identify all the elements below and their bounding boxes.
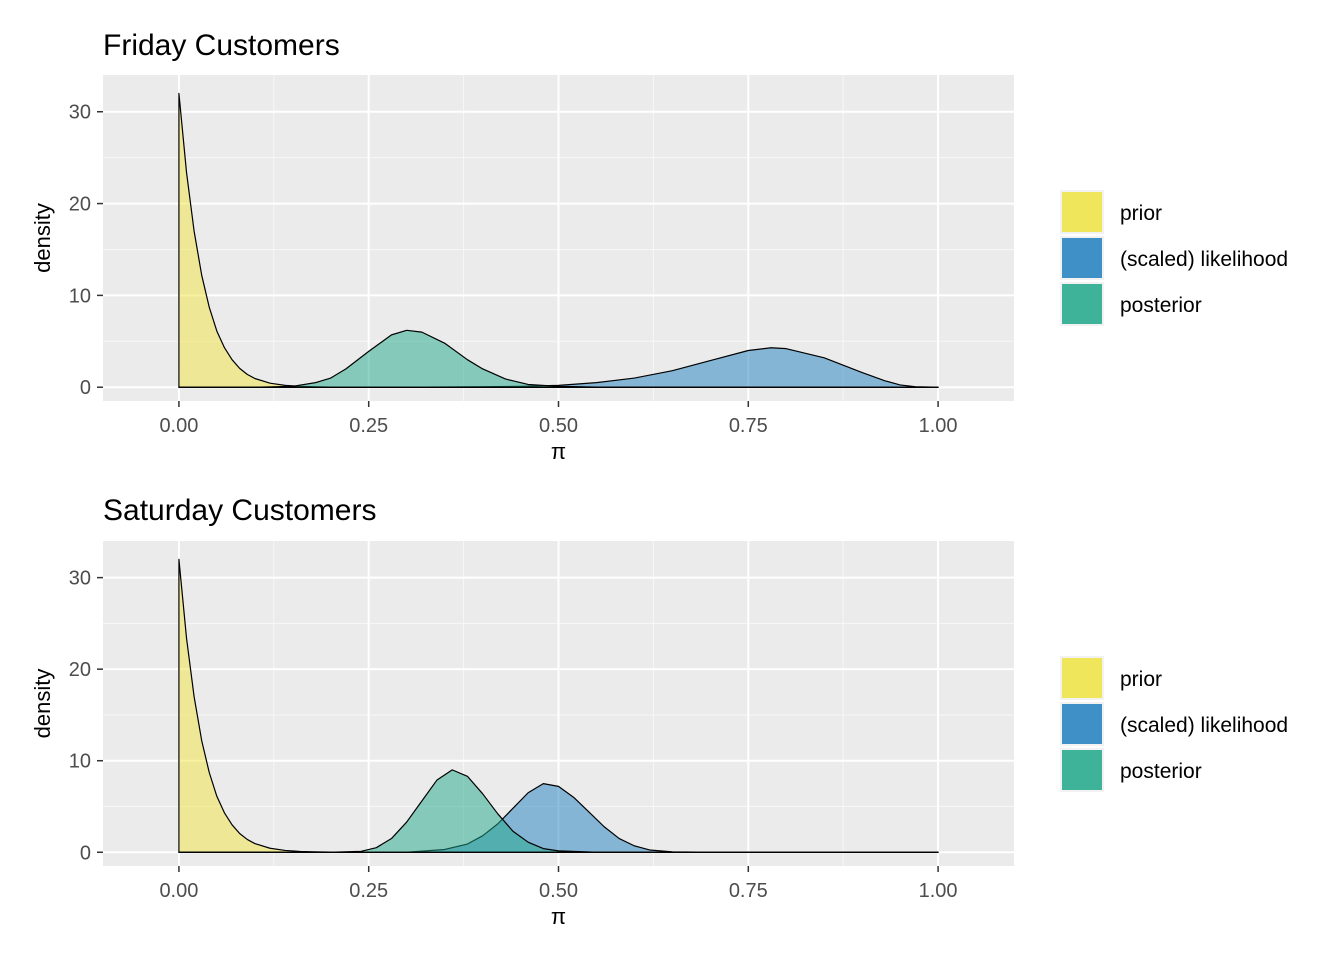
x-tick-label: 0.25 [349, 880, 388, 902]
density-area-2 [178, 769, 939, 853]
y-tick-label: 10 [69, 285, 91, 307]
y-tick-label: 30 [69, 568, 91, 590]
legend-label: prior [1120, 202, 1162, 225]
y-tick-label: 20 [69, 659, 91, 681]
chart-panel-1: Friday Customers 0.00 0.25 0.50 0.75 1.00 0 10 2… [30, 29, 1288, 464]
legend-swatch [1062, 284, 1102, 324]
x-tick-label: 0.25 [349, 415, 388, 437]
density-area-2 [178, 329, 939, 388]
legend-swatch [1062, 658, 1102, 698]
x-tick-label: 0.50 [539, 880, 578, 902]
chart-title: Friday Customers [103, 29, 340, 62]
legend: prior (scaled) likelihood posterior [1060, 190, 1288, 326]
legend-label: posterior [1120, 294, 1202, 317]
legend-swatch [1062, 238, 1102, 278]
chart-panel-2: Saturday Customers 0.00 0.25 0.50 0.75 1.00 0 1… [30, 494, 1288, 929]
chart-title: Saturday Customers [103, 494, 376, 527]
y-tick-label: 10 [69, 751, 91, 773]
x-tick-label: 1.00 [919, 880, 958, 902]
x-tick-label: 0.75 [729, 880, 768, 902]
y-axis-label: density [30, 669, 55, 739]
y-tick-label: 0 [80, 377, 91, 399]
y-tick-label: 30 [69, 102, 91, 124]
y-axis-label: density [30, 203, 55, 273]
x-tick-label: 1.00 [919, 415, 958, 437]
legend-swatch [1062, 750, 1102, 790]
x-axis-label: π [551, 439, 566, 464]
legend-label: (scaled) likelihood [1120, 248, 1288, 271]
legend-swatch [1062, 704, 1102, 744]
x-tick-label: 0.50 [539, 415, 578, 437]
legend-label: (scaled) likelihood [1120, 714, 1288, 737]
legend: prior (scaled) likelihood posterior [1060, 656, 1288, 792]
legend-label: posterior [1120, 760, 1202, 783]
x-tick-label: 0.75 [729, 415, 768, 437]
x-tick-label: 0.00 [159, 415, 198, 437]
y-tick-label: 0 [80, 842, 91, 864]
legend-label: prior [1120, 668, 1162, 691]
legend-swatch [1062, 192, 1102, 232]
y-tick-label: 20 [69, 194, 91, 216]
x-axis-label: π [551, 904, 566, 929]
x-tick-label: 0.00 [159, 880, 198, 902]
